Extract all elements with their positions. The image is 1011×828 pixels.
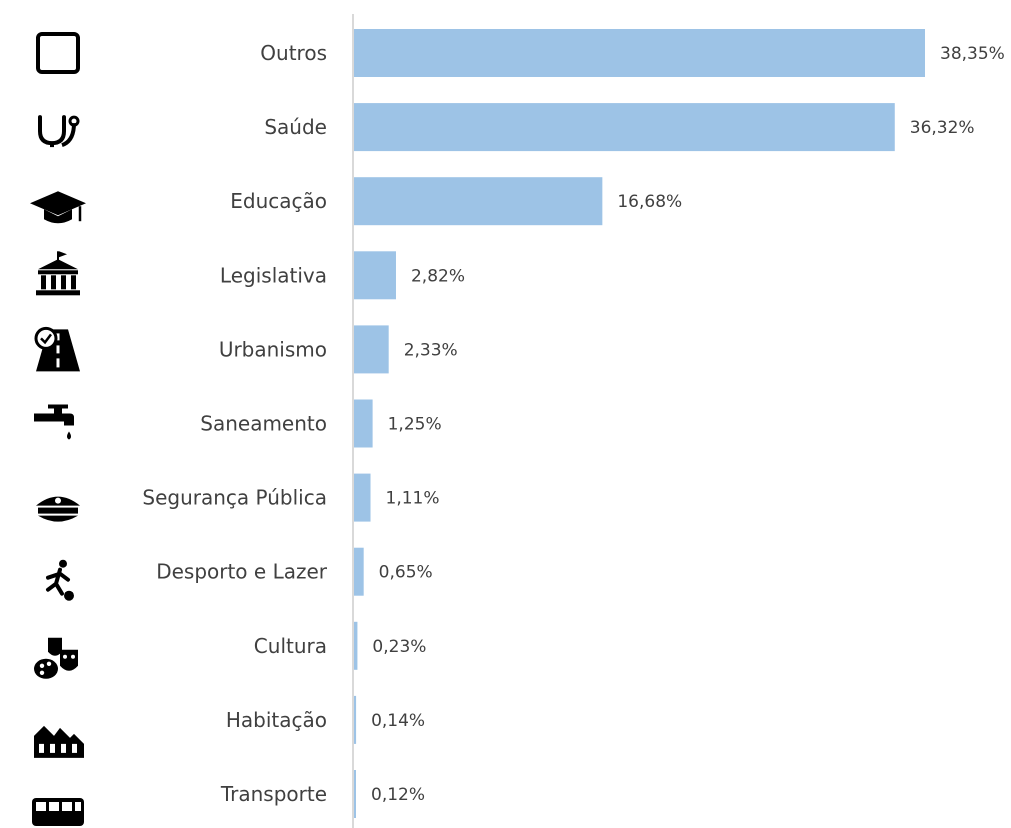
category-label: Cultura (254, 634, 327, 658)
value-label: 2,82% (411, 266, 465, 286)
bar-4 (354, 325, 389, 373)
value-label: 2,33% (404, 340, 458, 360)
soccer-player-icon (48, 560, 74, 601)
icons-layer (30, 34, 86, 826)
category-label: Habitação (226, 708, 327, 732)
value-label: 1,25% (388, 415, 442, 435)
value-label: 0,23% (372, 637, 426, 657)
category-label: Saneamento (200, 412, 327, 436)
category-label: Segurança Pública (142, 486, 327, 510)
bar-9 (354, 696, 356, 744)
stethoscope-icon (40, 117, 78, 147)
category-label: Transporte (220, 782, 327, 806)
bar-0 (354, 29, 925, 77)
bar-6 (354, 474, 371, 522)
bars-layer: Outros 38,35% Saúde 36,32% Educação 16,68% Leg… (142, 29, 1004, 818)
category-label: Educação (230, 189, 327, 213)
bar-2 (354, 177, 602, 225)
bus-icon (32, 798, 84, 826)
bar-8 (354, 622, 357, 670)
value-label: 1,11% (386, 489, 440, 509)
bar-10 (354, 770, 356, 818)
bar-5 (354, 400, 373, 448)
government-building-icon (36, 251, 80, 295)
square-outline-icon (38, 34, 78, 72)
road-icon (36, 328, 80, 371)
value-label: 16,68% (617, 192, 682, 212)
value-label: 0,14% (371, 711, 425, 731)
water-tap-icon (34, 405, 74, 440)
category-label: Urbanismo (219, 337, 327, 361)
theater-masks-icon (34, 638, 78, 679)
police-cap-icon (36, 497, 80, 522)
value-label: 0,65% (379, 563, 433, 583)
category-label: Outros (260, 41, 327, 65)
bar-7 (354, 548, 364, 596)
factory-houses-icon (34, 726, 84, 758)
value-label: 0,12% (371, 785, 425, 805)
value-label: 38,35% (940, 44, 1005, 64)
category-label: Saúde (264, 115, 327, 139)
value-label: 36,32% (910, 118, 975, 138)
bar-3 (354, 251, 396, 299)
category-label: Legislativa (220, 263, 327, 287)
category-label: Desporto e Lazer (156, 560, 328, 584)
bar-1 (354, 103, 895, 151)
graduation-cap-icon (30, 191, 86, 223)
